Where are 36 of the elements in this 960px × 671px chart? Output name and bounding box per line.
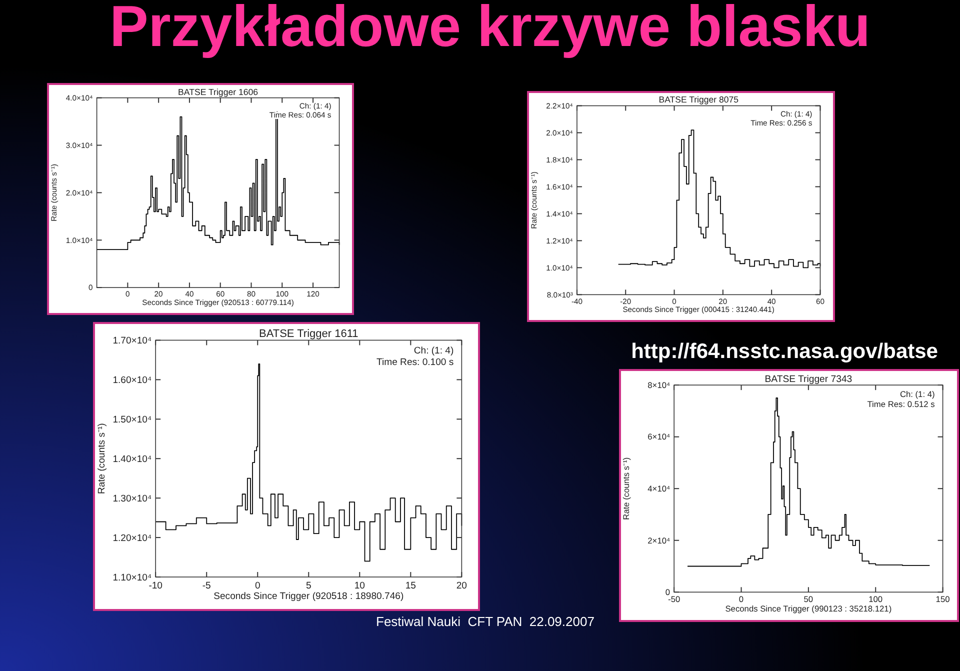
text: http://f64.nsstc.nasa.gov/batse — [631, 340, 938, 363]
x-tick-label: 15 — [405, 580, 416, 592]
annotation: Ch: (1: 4) — [414, 346, 454, 357]
text: Festiwal Nauki CFT PAN 22.09.2007 — [376, 614, 594, 629]
x-tick-label: 150 — [936, 594, 950, 604]
y-tick-label: 1.50×10⁴ — [112, 414, 152, 426]
y-tick-label: 4×10⁴ — [648, 484, 670, 494]
x-tick-label: 5 — [306, 580, 312, 592]
x-tick-label: 100 — [868, 594, 883, 604]
annotation: Time Res: 0.512 s — [867, 398, 935, 409]
y-tick-label: 1.40×10⁴ — [112, 454, 152, 465]
chart-title: BATSE Trigger 8075 — [658, 94, 739, 105]
x-tick-label: -50 — [668, 594, 680, 604]
chart-title: BATSE Trigger 1611 — [259, 328, 358, 340]
y-tick-label: 2×10⁴ — [648, 535, 670, 546]
x-tick-label: 20 — [456, 580, 467, 592]
y-tick-label: 1.60×10⁴ — [112, 375, 152, 386]
x-tick-label: 10 — [354, 580, 365, 592]
annotation: Time Res: 0.100 s — [376, 357, 454, 368]
chart-title: BATSE Trigger 7343 — [764, 374, 852, 386]
text: Przykładowe krzywe blasku — [110, 0, 870, 59]
x-tick-label: 50 — [804, 594, 814, 604]
y-axis-title: Rate (counts s⁻¹) — [621, 457, 632, 520]
x-tick-label: -5 — [202, 580, 211, 592]
x-axis-title: Seconds Since Trigger (920518 : 18980.746) — [214, 591, 404, 602]
y-tick-label: 1.30×10⁴ — [112, 493, 152, 504]
x-tick-label: 0 — [738, 594, 744, 604]
y-tick-label: 6×10⁴ — [648, 432, 670, 442]
x-axis-title: Seconds Since Trigger (990123 : 35218.121) — [725, 603, 892, 614]
annotation: Ch: (1: 4) — [900, 388, 936, 399]
y-tick-label: 1.20×10⁴ — [112, 532, 152, 544]
x-tick-label: 0 — [254, 580, 260, 592]
y-tick-label: 1.70×10⁴ — [112, 336, 152, 347]
y-axis-title: Rate (counts s⁻¹) — [96, 423, 108, 494]
y-tick-label: 8×10⁴ — [648, 380, 670, 390]
chart-title: BATSE Trigger 1606 — [178, 86, 258, 97]
